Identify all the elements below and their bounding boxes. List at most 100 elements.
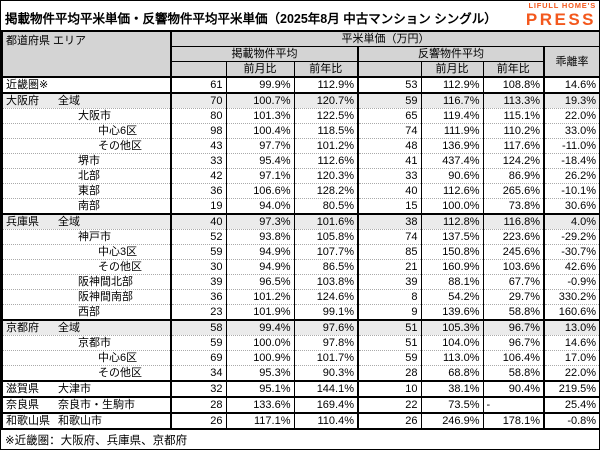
prefecture-label: 滋賀県 <box>6 383 39 395</box>
table-row: 大阪府 全域 70 100.7% 120.7% 59 116.7% 113.3% 19.3% <box>2 92 599 109</box>
col-header-response-group: 反響物件平均 <box>357 46 544 62</box>
area-cell: 中心3区 <box>2 244 171 260</box>
deviation-cell: 330.2% <box>542 289 599 305</box>
listed-mom-cell: 94.9% <box>225 244 294 260</box>
listed-mom-cell: 100.7% <box>225 92 294 109</box>
area-cell: 中心6区 <box>2 123 171 139</box>
top-bar: 掲載物件平均平米単価・反響物件平均平米単価（2025年8月 中古マンション シン… <box>1 1 599 30</box>
response-yoy-cell: 117.6% <box>482 138 544 154</box>
listed-mom-cell: 95.1% <box>225 380 294 397</box>
listed-mom-cell: 100.9% <box>225 350 294 366</box>
response-avg-cell: 15 <box>357 198 421 214</box>
area-cell: 滋賀県 大津市 <box>2 380 171 397</box>
prefecture-label: 大阪府 <box>6 95 39 107</box>
deviation-cell: 14.6% <box>542 76 599 93</box>
listed-avg-cell: 70 <box>170 92 226 109</box>
listed-mom-cell: 95.4% <box>225 153 294 169</box>
table-row: 阪神間南部 36 101.2% 124.6% 8 54.2% 29.7% 330.2% <box>2 289 599 305</box>
area-cell: 奈良県 奈良市・生駒市 <box>2 396 171 413</box>
table-row: 北部 42 97.1% 120.3% 33 90.6% 86.9% 26.2% <box>2 168 599 184</box>
area-label: 西部 <box>78 306 100 318</box>
deviation-cell: 30.6% <box>542 198 599 214</box>
listed-yoy-cell: 101.2% <box>293 138 358 154</box>
listed-yoy-cell: 99.1% <box>293 304 358 320</box>
response-mom-cell: 112.9% <box>420 76 483 93</box>
area-cell: 阪神間北部 <box>2 274 171 290</box>
response-mom-cell: 150.8% <box>420 244 483 260</box>
response-yoy-cell: 245.6% <box>482 244 544 260</box>
response-yoy-cell: 178.1% <box>482 412 544 429</box>
area-cell: 南部 <box>2 198 171 214</box>
deviation-cell: -10.1% <box>542 183 599 199</box>
area-label: 堺市 <box>78 155 100 167</box>
listed-mom-cell: 93.8% <box>225 229 294 245</box>
area-cell: 近畿圏※ <box>2 76 171 93</box>
area-cell: その他区 <box>2 259 171 275</box>
listed-avg-cell: 59 <box>170 244 226 260</box>
listed-yoy-cell: 101.7% <box>293 350 358 366</box>
deviation-cell: 219.5% <box>542 380 599 397</box>
deviation-cell: -11.0% <box>542 138 599 154</box>
area-label: 阪神間北部 <box>78 276 133 288</box>
listed-yoy-cell: 118.5% <box>293 123 358 139</box>
deviation-cell: -0.9% <box>542 274 599 290</box>
table-row: 中心3区 59 94.9% 107.7% 85 150.8% 245.6% -30.7% <box>2 244 599 260</box>
response-avg-cell: 26 <box>357 412 421 429</box>
listed-avg-cell: 98 <box>170 123 226 139</box>
response-avg-cell: 51 <box>357 335 421 351</box>
response-avg-cell: 85 <box>357 244 421 260</box>
response-mom-cell: 112.8% <box>420 213 483 230</box>
response-yoy-cell: 108.8% <box>482 76 544 93</box>
response-mom-cell: 100.0% <box>420 198 483 214</box>
response-avg-cell: 10 <box>357 380 421 397</box>
deviation-cell: 25.4% <box>542 396 599 413</box>
deviation-cell: -29.2% <box>542 229 599 245</box>
response-avg-cell: 22 <box>357 396 421 413</box>
listed-mom-cell: 101.9% <box>225 304 294 320</box>
response-mom-cell: 73.5% <box>420 396 483 413</box>
listed-yoy-cell: 90.3% <box>293 365 358 381</box>
response-yoy-cell: 110.2% <box>482 123 544 139</box>
listed-mom-cell: 101.3% <box>225 108 294 124</box>
response-avg-cell: 65 <box>357 108 421 124</box>
area-cell: 北部 <box>2 168 171 184</box>
area-label: 東部 <box>78 185 100 197</box>
area-label: その他区 <box>98 261 142 273</box>
listed-avg-cell: 36 <box>170 183 226 199</box>
table-row: 大阪市 80 101.3% 122.5% 65 119.4% 115.1% 22.0% <box>2 108 599 124</box>
listed-yoy-cell: 128.2% <box>293 183 358 199</box>
table-row: 東部 36 106.6% 128.2% 40 112.6% 265.6% -10.1% <box>2 183 599 199</box>
area-cell: その他区 <box>2 365 171 381</box>
response-avg-cell: 59 <box>357 350 421 366</box>
listed-mom-cell: 100.0% <box>225 335 294 351</box>
area-label: 全域 <box>58 216 80 228</box>
area-cell: 京都市 <box>2 335 171 351</box>
listed-avg-cell: 36 <box>170 289 226 305</box>
area-cell: 中心6区 <box>2 350 171 366</box>
listed-yoy-cell: 169.4% <box>293 396 358 413</box>
area-label: 阪神間南部 <box>78 291 133 303</box>
listed-avg-cell: 28 <box>170 396 226 413</box>
area-label: その他区 <box>98 140 142 152</box>
response-mom-cell: 139.6% <box>420 304 483 320</box>
response-avg-cell: 51 <box>357 319 421 336</box>
listed-mom-cell: 94.0% <box>225 198 294 214</box>
deviation-cell: 160.6% <box>542 304 599 320</box>
listed-mom-cell: 94.9% <box>225 259 294 275</box>
response-mom-cell: 105.3% <box>420 319 483 336</box>
listed-avg-cell: 34 <box>170 365 226 381</box>
listed-mom-cell: 133.6% <box>225 396 294 413</box>
listed-yoy-cell: 112.6% <box>293 153 358 169</box>
response-mom-cell: 90.6% <box>420 168 483 184</box>
listed-avg-cell: 43 <box>170 138 226 154</box>
area-label: 奈良市・生駒市 <box>58 399 135 411</box>
listed-avg-cell: 61 <box>170 76 226 93</box>
listed-yoy-cell: 124.6% <box>293 289 358 305</box>
response-mom-cell: 104.0% <box>420 335 483 351</box>
listed-avg-cell: 32 <box>170 380 226 397</box>
listed-yoy-cell: 107.7% <box>293 244 358 260</box>
listed-mom-cell: 97.3% <box>225 213 294 230</box>
listed-yoy-cell: 120.3% <box>293 168 358 184</box>
area-label: 大阪市 <box>78 110 111 122</box>
area-label: 神戸市 <box>78 231 111 243</box>
